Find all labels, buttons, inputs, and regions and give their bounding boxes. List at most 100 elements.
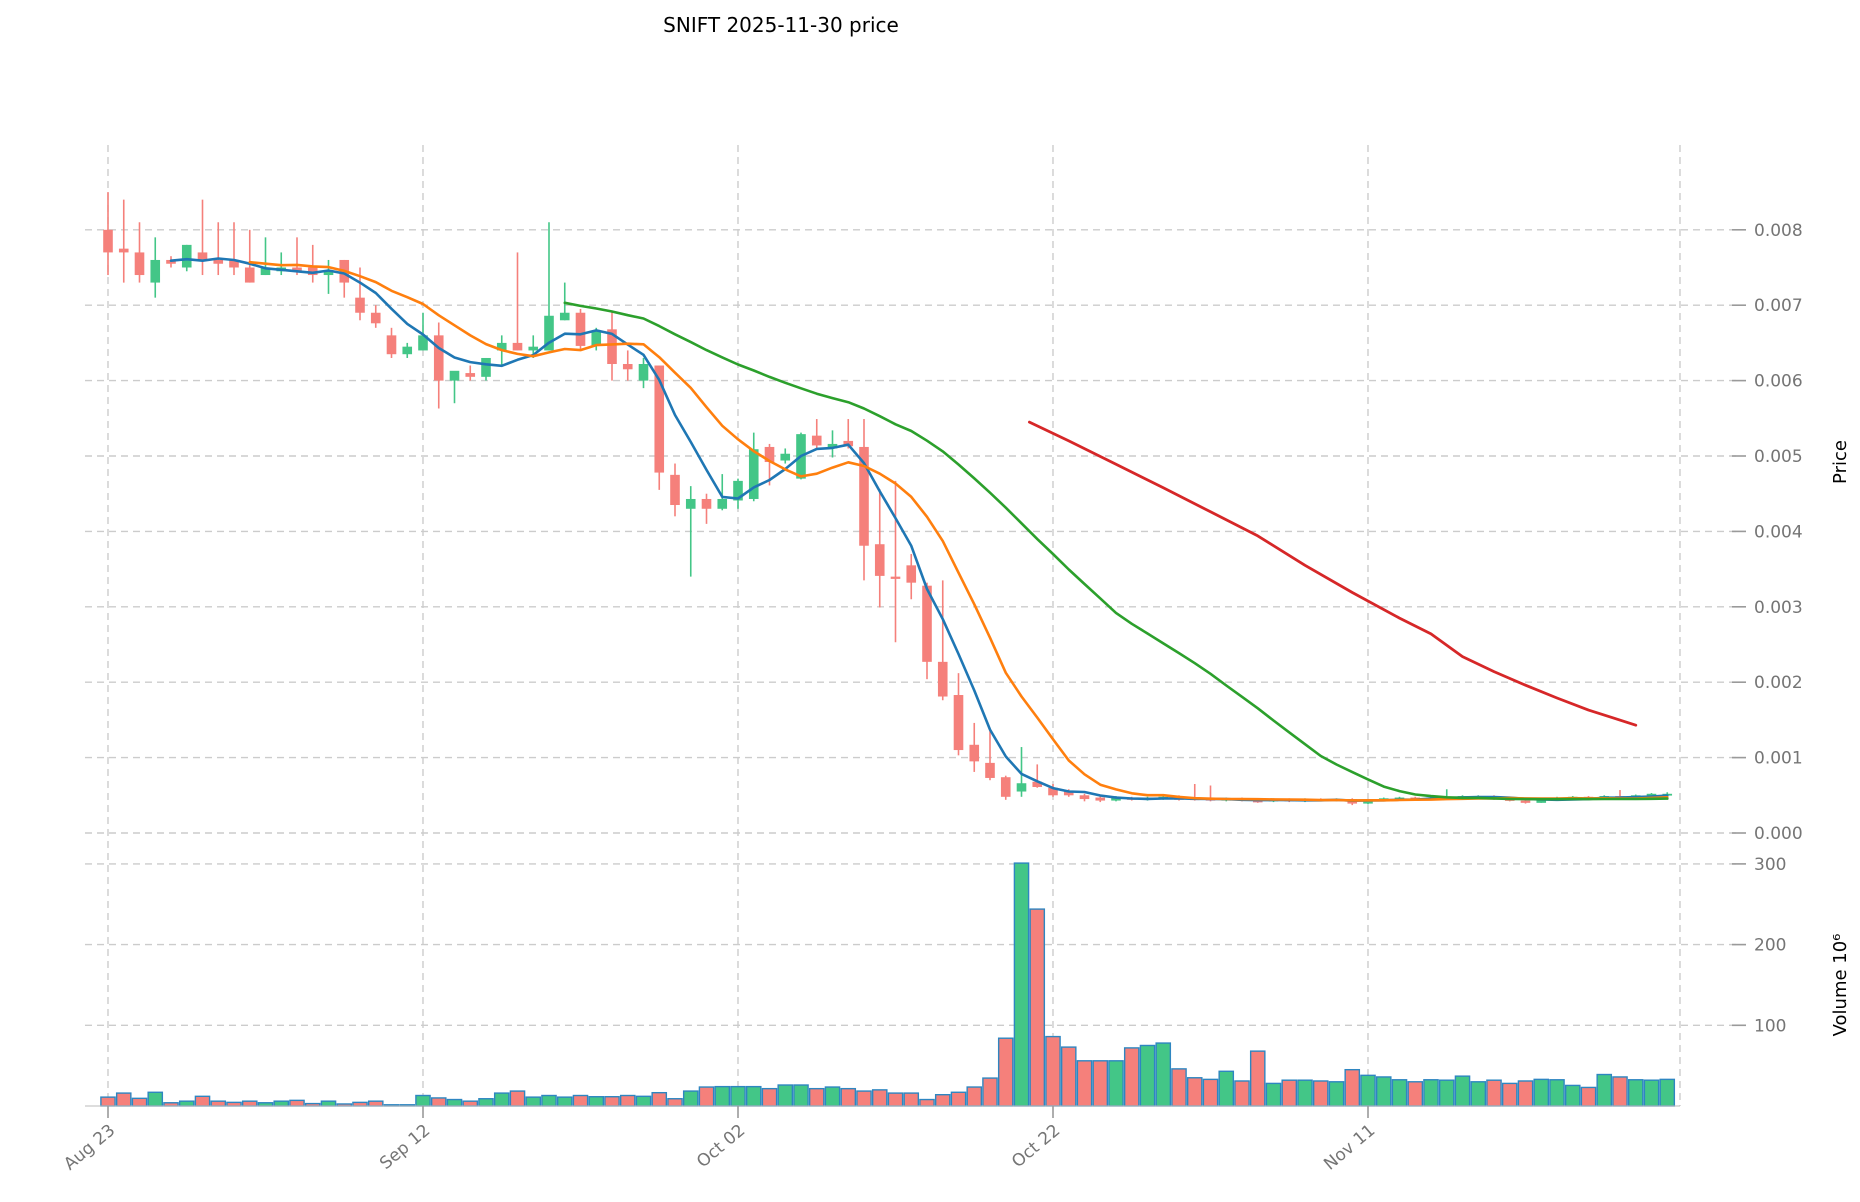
- volume-bar: [1281, 1079, 1298, 1107]
- candle-body: [260, 267, 271, 276]
- volume-bar: [997, 1037, 1014, 1107]
- volume-bar: [493, 1092, 510, 1107]
- volume-bar: [1533, 1078, 1550, 1107]
- volume-bar: [1643, 1079, 1660, 1107]
- candle-body: [449, 370, 460, 381]
- volume-bar: [1470, 1081, 1487, 1107]
- date-tick-label: Aug 23: [60, 1121, 119, 1175]
- candle-body: [1252, 800, 1263, 803]
- candle-body: [1032, 781, 1043, 788]
- candle-body: [780, 453, 791, 461]
- candle-body: [953, 695, 964, 751]
- candle-body: [670, 474, 680, 506]
- volume-bar: [604, 1096, 620, 1107]
- volume-bar: [1517, 1080, 1534, 1107]
- mav10-line: [248, 260, 1669, 802]
- volume-bar: [415, 1094, 431, 1107]
- candle-body: [764, 446, 775, 463]
- volume-bar: [1092, 1060, 1109, 1107]
- volume-bar: [478, 1098, 494, 1107]
- volume-bar: [793, 1084, 809, 1107]
- candle-body: [402, 346, 413, 355]
- overlay-lines: [169, 257, 1669, 803]
- volume-bar: [1249, 1050, 1266, 1107]
- candle-body: [213, 259, 224, 264]
- candle-body: [355, 297, 365, 313]
- volume-bar: [1612, 1076, 1628, 1107]
- volume-bar: [950, 1091, 967, 1107]
- volume-bar: [1029, 908, 1046, 1107]
- volume-bar: [887, 1092, 904, 1107]
- volume-bar: [226, 1101, 242, 1107]
- volume-bar: [682, 1090, 699, 1107]
- candle-body: [859, 446, 869, 546]
- volume-bar: [714, 1085, 731, 1107]
- volume-bar: [651, 1091, 668, 1107]
- volume-bar: [1234, 1080, 1250, 1107]
- candle-body: [229, 259, 239, 268]
- volume-bar: [241, 1100, 258, 1107]
- candle-body: [1000, 777, 1011, 797]
- volume-bar: [903, 1092, 920, 1107]
- candle-body: [906, 565, 917, 583]
- volume-bar: [1265, 1082, 1282, 1107]
- candle-body: [150, 259, 161, 283]
- candle-body: [292, 267, 302, 272]
- volume-tick-label: 100: [1754, 1016, 1786, 1036]
- volume-axis-label: Volume 10⁶: [1830, 934, 1851, 1037]
- price-tick-label: 0.001: [1754, 749, 1803, 769]
- volume-bar: [1139, 1044, 1156, 1107]
- volume-bar: [761, 1087, 778, 1107]
- candle-body: [559, 312, 570, 321]
- candle-body: [827, 443, 838, 449]
- candle-body: [1095, 797, 1106, 801]
- volume-bar: [1375, 1076, 1392, 1107]
- candle-body: [890, 576, 901, 579]
- volume-bar: [982, 1077, 998, 1107]
- volume-bar: [1486, 1079, 1502, 1107]
- candle-body: [748, 449, 759, 499]
- candle-body: [197, 252, 208, 260]
- candle-body: [701, 498, 712, 509]
- volume-bar: [730, 1085, 746, 1107]
- volume-bar: [1454, 1075, 1471, 1107]
- volume-tick-label: 300: [1754, 855, 1786, 875]
- candle-body: [1063, 790, 1074, 796]
- volume-bar: [619, 1094, 636, 1107]
- volume-bar: [430, 1097, 447, 1107]
- date-tick-label: Oct 22: [1008, 1121, 1064, 1173]
- volume-bar: [210, 1100, 227, 1107]
- volume-bar: [745, 1085, 762, 1107]
- volume-bar: [446, 1098, 463, 1107]
- volume-bar: [572, 1094, 589, 1107]
- volume-bar: [1171, 1068, 1187, 1107]
- gridlines: [85, 145, 1738, 1106]
- volume-bar: [1407, 1081, 1424, 1107]
- volume-bar: [777, 1084, 794, 1107]
- volume-bar: [1312, 1080, 1329, 1107]
- candle-body: [622, 364, 633, 370]
- candle-body: [307, 267, 318, 276]
- volume-bar: [808, 1087, 825, 1107]
- volume-bar: [509, 1090, 526, 1107]
- candle-body: [591, 330, 602, 346]
- candle-body: [134, 252, 145, 276]
- price-tick-label: 0.003: [1754, 598, 1803, 618]
- volume-bar: [115, 1092, 132, 1107]
- candle-body: [985, 762, 995, 778]
- volume-bar: [1076, 1060, 1093, 1107]
- candle-body: [512, 342, 523, 351]
- volume-bar: [1155, 1042, 1172, 1107]
- candle-body: [969, 744, 980, 762]
- candle-body: [1016, 783, 1027, 792]
- candle-body: [1646, 793, 1657, 796]
- candle-body: [685, 498, 696, 509]
- candle-body: [654, 365, 665, 473]
- candle-body: [386, 335, 397, 355]
- price-tick-label: 0.000: [1754, 824, 1803, 844]
- volume-bar: [194, 1095, 211, 1107]
- volume-bar: [934, 1094, 951, 1107]
- candle-body: [1048, 787, 1058, 796]
- candle-body: [1363, 799, 1373, 804]
